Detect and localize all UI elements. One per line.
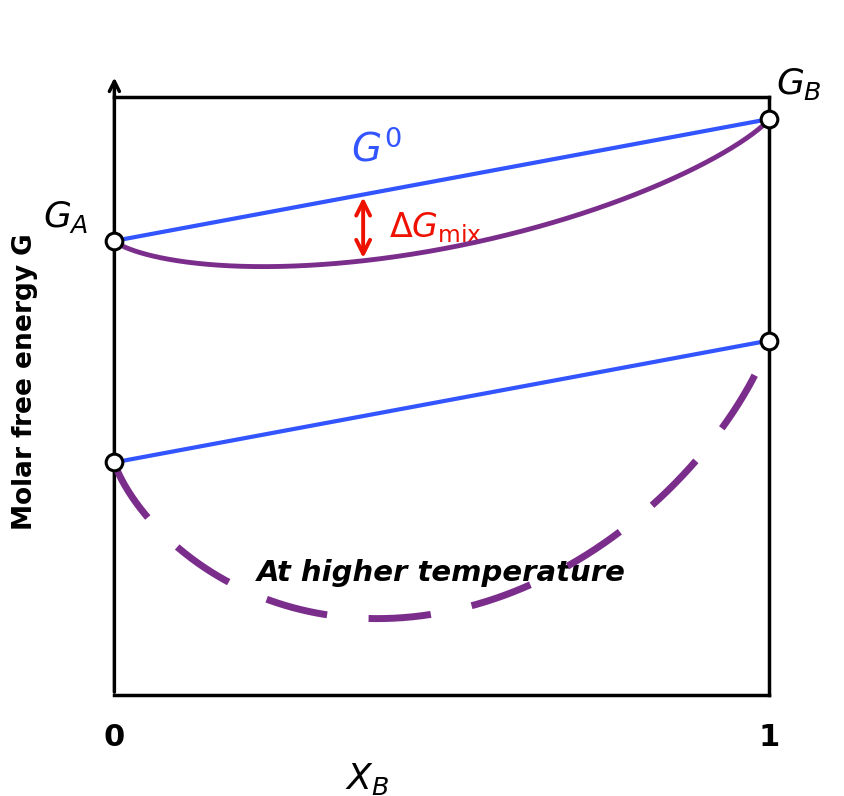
Text: 1: 1 [759, 723, 780, 751]
Text: $\mathit{G}_A$: $\mathit{G}_A$ [43, 199, 88, 236]
Text: $\mathit{G}^0$: $\mathit{G}^0$ [351, 131, 402, 170]
Text: Molar free energy $\mathbf{G}$: Molar free energy $\mathbf{G}$ [10, 233, 41, 531]
Text: $X_B$: $X_B$ [345, 762, 389, 796]
Text: $\mathit{G}_B$: $\mathit{G}_B$ [776, 66, 821, 103]
Text: 0: 0 [104, 723, 125, 751]
Text: At higher temperature: At higher temperature [257, 559, 626, 587]
Text: $\Delta\mathit{G}_\mathrm{mix}$: $\Delta\mathit{G}_\mathrm{mix}$ [389, 210, 483, 245]
